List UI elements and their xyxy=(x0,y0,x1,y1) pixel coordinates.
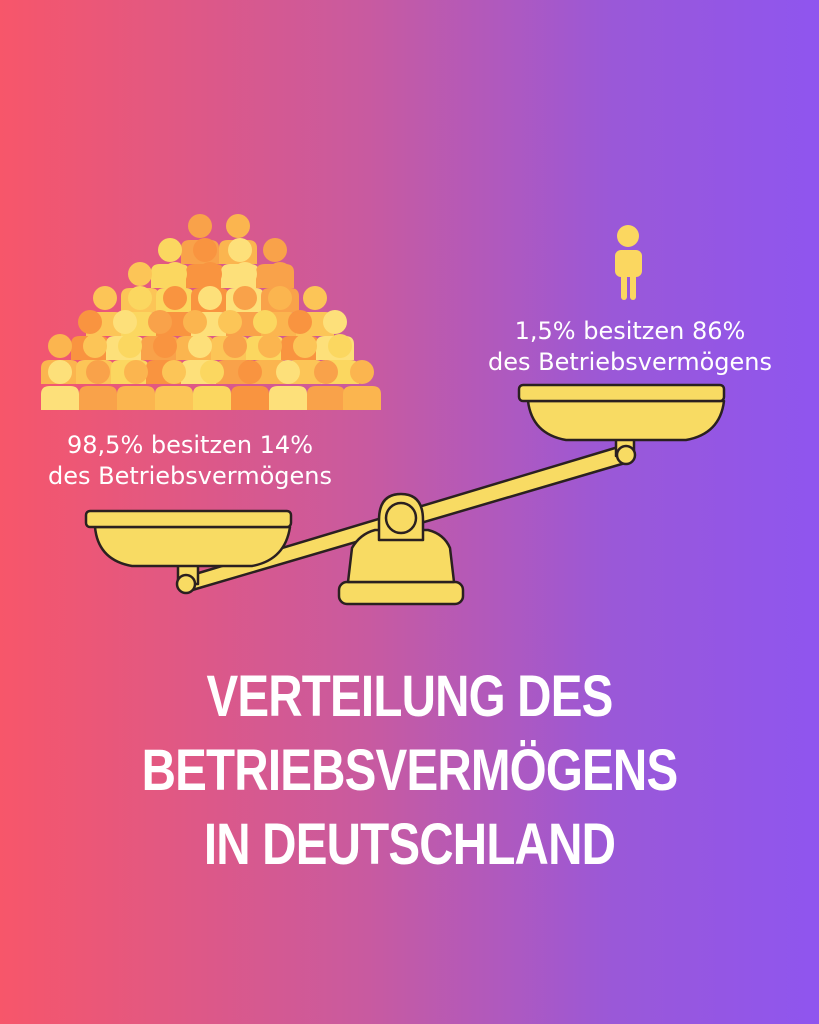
crowd-person-body xyxy=(307,386,345,410)
crowd-person-head xyxy=(162,360,186,384)
crowd-person-head xyxy=(226,214,250,238)
crowd-person-head xyxy=(233,262,257,286)
minority-caption-line2: des Betriebsvermögens xyxy=(487,348,772,376)
crowd-person-head xyxy=(293,334,317,358)
crowd-person-head xyxy=(258,334,282,358)
crowd-person-head xyxy=(228,238,252,262)
crowd-person-head xyxy=(48,334,72,358)
majority-caption: 98,5% besitzen 14% des Betriebsvermögens xyxy=(30,430,350,492)
crowd-person-head xyxy=(163,286,187,310)
crowd-person-body xyxy=(269,386,307,410)
page-title-line3: IN DEUTSCHLAND xyxy=(203,812,616,877)
crowd-person-head xyxy=(128,286,152,310)
crowd-person-body xyxy=(343,386,381,410)
balance-scale-icon xyxy=(84,383,726,606)
crowd-person-head xyxy=(183,310,207,334)
crowd-person-head xyxy=(148,310,172,334)
crowd-person-head xyxy=(268,286,292,310)
crowd-person-head xyxy=(198,286,222,310)
crowd-person-head xyxy=(238,360,262,384)
page-title: VERTEILUNG DES BETRIEBSVERMÖGENS IN DEUT… xyxy=(0,660,819,882)
crowd-icon xyxy=(41,214,381,410)
crowd-person-head xyxy=(303,286,327,310)
person-icon xyxy=(615,225,642,300)
crowd-person-head xyxy=(118,334,142,358)
crowd-person-head xyxy=(48,360,72,384)
crowd-person-head xyxy=(268,262,292,286)
crowd-person-head xyxy=(314,360,338,384)
crowd-person-head xyxy=(263,238,287,262)
crowd-person-head xyxy=(128,262,152,286)
crowd-person-head xyxy=(200,360,224,384)
page-title-line2: BETRIEBSVERMÖGENS xyxy=(141,738,679,803)
crowd-person-head xyxy=(188,214,212,238)
minority-caption-line1: 1,5% besitzen 86% xyxy=(514,317,746,345)
crowd-person-head xyxy=(218,310,242,334)
crowd-person-head xyxy=(276,360,300,384)
crowd-person-head xyxy=(233,286,257,310)
crowd-person-head xyxy=(328,334,352,358)
crowd-person-head xyxy=(93,286,117,310)
crowd-person-head xyxy=(78,310,102,334)
crowd-person-head xyxy=(323,310,347,334)
crowd-person-body xyxy=(79,386,117,410)
crowd-person-head xyxy=(193,238,217,262)
crowd-person-head xyxy=(288,310,312,334)
crowd-person-body xyxy=(117,386,155,410)
majority-caption-line2: des Betriebsvermögens xyxy=(47,462,332,490)
crowd-person-body xyxy=(193,386,231,410)
crowd-person-head xyxy=(253,310,277,334)
crowd-person-body xyxy=(231,386,269,410)
crowd-person-head xyxy=(153,334,177,358)
crowd-person-head xyxy=(83,334,107,358)
majority-caption-line1: 98,5% besitzen 14% xyxy=(67,431,313,459)
crowd-person-head xyxy=(350,360,374,384)
crowd-person-head xyxy=(188,334,212,358)
crowd-person-head xyxy=(124,360,148,384)
minority-caption: 1,5% besitzen 86% des Betriebsvermögens xyxy=(470,316,790,378)
crowd-person-body xyxy=(155,386,193,410)
crowd-person-head xyxy=(158,238,182,262)
crowd-person-head xyxy=(163,262,187,286)
crowd-person-head xyxy=(223,334,247,358)
crowd-person-head xyxy=(113,310,137,334)
crowd-person-head xyxy=(86,360,110,384)
crowd-person-head xyxy=(198,262,222,286)
crowd-person-body xyxy=(41,386,79,410)
page-title-line1: VERTEILUNG DES xyxy=(206,664,613,729)
